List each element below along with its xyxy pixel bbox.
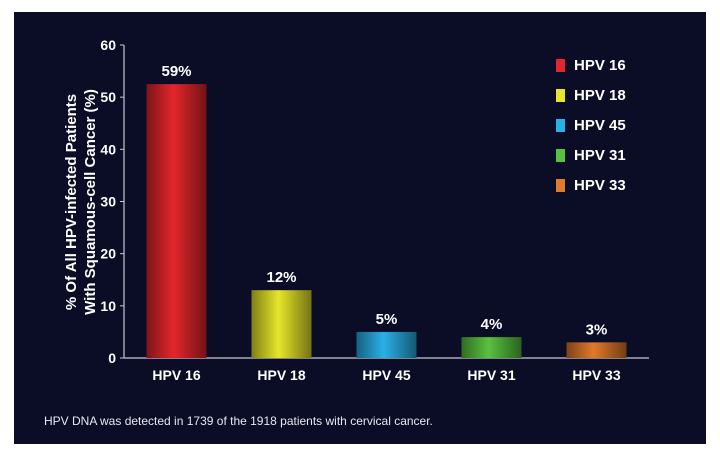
y-tick-label: 30 <box>100 194 116 210</box>
data-label: 3% <box>586 321 608 338</box>
chart-panel: 0 10 20 30 40 50 60 59% HPV 16 12% HPV 18 5% HPV 45… <box>14 12 706 444</box>
y-tick-label: 40 <box>100 141 116 157</box>
y-axis-label-line2: With Squamous-cell Cancer (%) <box>82 89 99 315</box>
legend-label: HPV 31 <box>574 146 626 164</box>
y-tick-label: 50 <box>100 89 116 105</box>
data-label: 5% <box>376 311 398 328</box>
bar <box>461 337 522 358</box>
legend-label: HPV 18 <box>574 86 626 104</box>
x-tick-label: HPV 18 <box>257 367 305 383</box>
legend-item: HPV 33 <box>556 170 626 200</box>
legend: HPV 16 HPV 18 HPV 45 HPV 31 HPV 33 <box>556 50 626 200</box>
data-label: 59% <box>161 63 191 80</box>
legend-item: HPV 16 <box>556 50 626 80</box>
legend-swatch <box>556 148 565 162</box>
bar-chart: 0 10 20 30 40 50 60 59% HPV 16 12% HPV 18 5% HPV 45… <box>63 37 649 383</box>
x-tick-label: HPV 16 <box>152 367 200 383</box>
legend-swatch <box>556 178 565 192</box>
bar <box>566 342 627 358</box>
legend-swatch <box>556 118 565 132</box>
legend-item: HPV 18 <box>556 80 626 110</box>
x-tick-label: HPV 33 <box>572 367 620 383</box>
y-axis-label-line1: % Of All HPV-infected Patients <box>63 94 80 310</box>
y-tick-label: 0 <box>108 350 116 366</box>
legend-label: HPV 45 <box>574 116 626 134</box>
bar <box>251 290 312 358</box>
y-tick-label: 20 <box>100 246 116 262</box>
legend-item: HPV 45 <box>556 110 626 140</box>
y-tick-label: 10 <box>100 298 116 314</box>
legend-item: HPV 31 <box>556 140 626 170</box>
legend-label: HPV 33 <box>574 176 626 194</box>
bar <box>146 84 207 358</box>
legend-swatch <box>556 58 565 72</box>
legend-label: HPV 16 <box>574 56 626 74</box>
footnote: HPV DNA was detected in 1739 of the 1918… <box>44 414 433 428</box>
bar <box>356 331 417 358</box>
x-tick-label: HPV 45 <box>362 367 410 383</box>
data-label: 4% <box>481 316 503 333</box>
legend-swatch <box>556 88 565 102</box>
y-tick-label: 60 <box>100 37 116 53</box>
data-label: 12% <box>266 269 296 286</box>
x-tick-label: HPV 31 <box>467 367 515 383</box>
